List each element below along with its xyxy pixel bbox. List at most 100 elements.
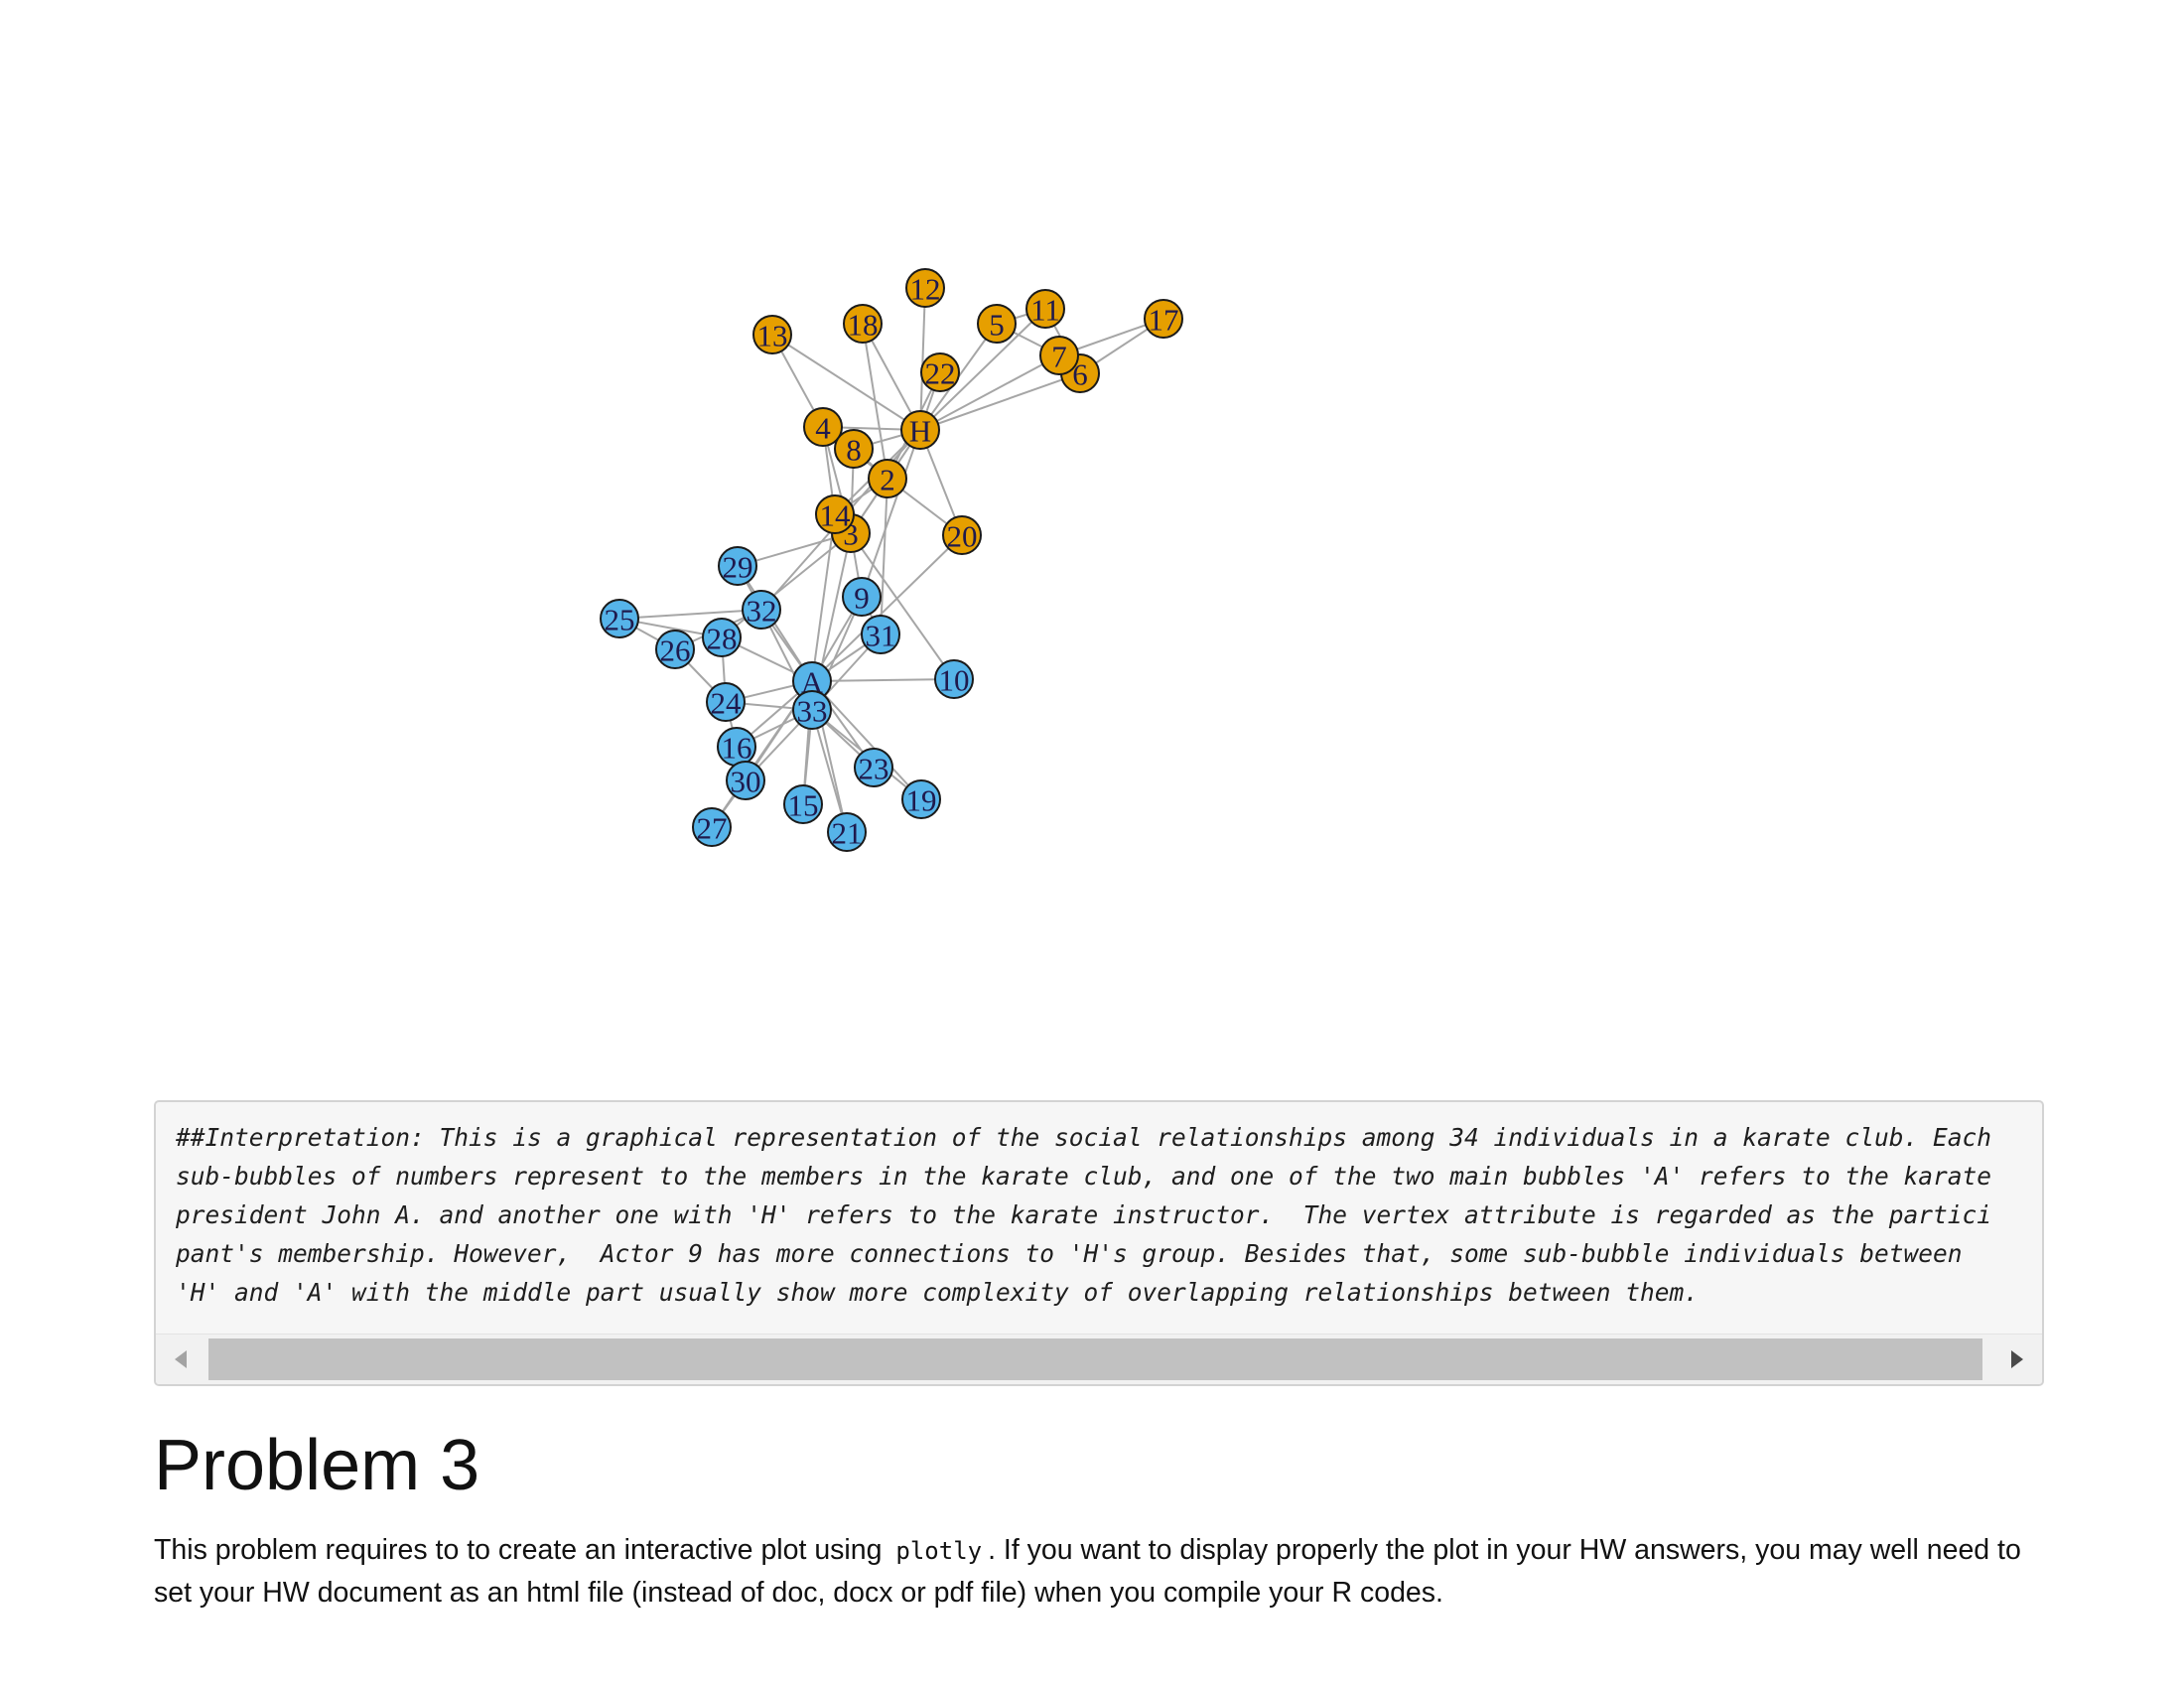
vertex-4: 4: [803, 407, 843, 447]
vertex-circle: [977, 304, 1017, 344]
vertex-9: 9: [842, 577, 882, 617]
vertex-14: 14: [815, 494, 855, 534]
interpretation-output-box[interactable]: ##Interpretation: This is a graphical re…: [154, 1100, 2044, 1386]
edge-H-11: [919, 308, 1046, 431]
vertex-8: 8: [834, 429, 874, 469]
vertex-circle: [718, 546, 757, 586]
vertex-26: 26: [655, 630, 695, 669]
vertex-label: 25: [605, 603, 635, 637]
vertex-label: 33: [797, 694, 828, 729]
vertex-28: 28: [702, 618, 742, 657]
vertex-label: 31: [866, 619, 896, 653]
inline-code-plotly: plotly: [895, 1537, 983, 1565]
vertex-circle: [742, 590, 781, 630]
vertex-30: 30: [726, 761, 765, 800]
vertex-circle: [702, 618, 742, 657]
network-vertices: AH23456789101112131415161718192021222324…: [600, 268, 1183, 852]
vertex-label: 11: [1030, 293, 1060, 328]
vertex-22: 22: [920, 352, 960, 392]
horizontal-scrollbar[interactable]: [156, 1334, 2042, 1384]
vertex-label: 32: [747, 594, 777, 629]
scroll-right-button[interactable]: [1992, 1335, 2042, 1384]
description-text-end: . If you want to display properly the pl…: [154, 1534, 2021, 1609]
vertex-circle: [934, 659, 974, 699]
vertex-circle: [842, 577, 882, 617]
scroll-left-button[interactable]: [156, 1335, 205, 1384]
vertex-24: 24: [706, 682, 746, 722]
vertex-label: A: [801, 665, 824, 700]
vertex-circle: [854, 748, 893, 787]
vertex-5: 5: [977, 304, 1017, 344]
vertex-7: 7: [1039, 336, 1079, 375]
vertex-label: 29: [723, 550, 753, 585]
vertex-label: 26: [660, 633, 691, 668]
vertex-circle: [803, 407, 843, 447]
vertex-circle: [1025, 289, 1065, 329]
interpretation-line: president John A. and another one with '…: [176, 1200, 1992, 1229]
vertex-label: 10: [939, 663, 970, 698]
edge-H-18: [862, 323, 921, 431]
edge-21-33: [811, 709, 848, 833]
edge-H-7: [919, 354, 1060, 431]
scrollbar-thumb[interactable]: [208, 1338, 1982, 1380]
vertex-H: H: [900, 410, 940, 450]
vertex-circle: [1039, 336, 1079, 375]
vertex-circle: [900, 410, 940, 450]
vertex-circle: [920, 352, 960, 392]
vertex-label: 27: [697, 811, 728, 846]
vertex-circle: [901, 779, 941, 819]
vertex-13: 13: [752, 315, 792, 354]
vertex-label: 12: [910, 272, 941, 307]
vertex-20: 20: [942, 515, 982, 555]
vertex-circle: [815, 494, 855, 534]
vertex-label: 2: [880, 463, 895, 497]
vertex-31: 31: [861, 615, 900, 654]
vertex-17: 17: [1144, 299, 1183, 339]
vertex-10: 10: [934, 659, 974, 699]
vertex-23: 23: [854, 748, 893, 787]
vertex-label: 23: [859, 752, 889, 786]
vertex-2: 2: [868, 459, 907, 498]
problem-3-description: This problem requires to to create an in…: [154, 1529, 2050, 1614]
arrow-right-icon: [2011, 1350, 2023, 1368]
vertex-circle: [834, 429, 874, 469]
vertex-21: 21: [827, 812, 867, 852]
edge-H-13: [771, 334, 921, 431]
problem-3-heading: Problem 3: [154, 1426, 480, 1505]
vertex-circle: [1144, 299, 1183, 339]
vertex-12: 12: [905, 268, 945, 308]
vertex-11: 11: [1025, 289, 1065, 329]
interpretation-line: sub-bubbles of numbers represent to the …: [176, 1162, 1992, 1191]
vertex-label: 30: [731, 765, 761, 799]
edge-2-18: [862, 323, 888, 480]
vertex-circle: [905, 268, 945, 308]
vertex-label: 9: [854, 581, 870, 616]
vertex-18: 18: [843, 304, 883, 344]
vertex-circle: [692, 807, 732, 847]
edge-14-A: [811, 513, 836, 682]
vertex-25: 25: [600, 599, 639, 638]
vertex-circle: [942, 515, 982, 555]
vertex-label: 7: [1051, 340, 1067, 374]
vertex-label: 8: [846, 433, 862, 468]
vertex-label: 16: [722, 731, 752, 766]
edge-H-12: [919, 287, 926, 431]
vertex-label: 5: [989, 308, 1005, 343]
vertex-circle: [843, 304, 883, 344]
vertex-circle: [783, 784, 823, 824]
edge-H-6: [919, 372, 1081, 431]
vertex-29: 29: [718, 546, 757, 586]
vertex-27: 27: [692, 807, 732, 847]
vertex-label: 20: [947, 519, 978, 554]
edge-2-31: [880, 478, 888, 635]
vertex-label: 21: [832, 816, 863, 851]
vertex-circle: [655, 630, 695, 669]
description-text-start: This problem requires to to create an in…: [154, 1534, 883, 1566]
edge-19-A: [811, 680, 922, 800]
vertex-label: 14: [820, 498, 852, 533]
vertex-label: 18: [848, 308, 879, 343]
interpretation-line: ##Interpretation: This is a graphical re…: [176, 1123, 1992, 1152]
vertex-circle: [868, 459, 907, 498]
edge-3-10: [850, 532, 955, 680]
vertex-circle: [792, 690, 832, 730]
